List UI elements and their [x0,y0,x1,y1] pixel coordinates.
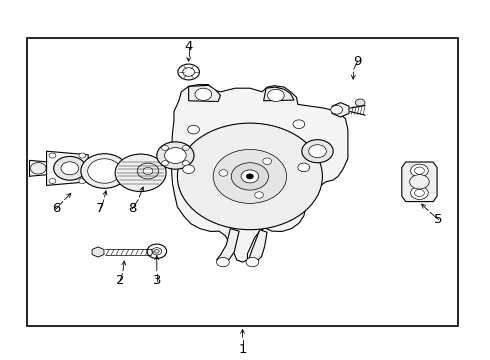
Circle shape [255,192,264,198]
Circle shape [182,145,189,150]
Circle shape [49,153,56,158]
Circle shape [411,186,428,199]
Text: 1: 1 [238,343,247,356]
Circle shape [178,64,199,80]
Polygon shape [264,87,294,101]
Circle shape [268,89,284,102]
Circle shape [154,249,159,253]
Circle shape [162,145,169,150]
Circle shape [143,167,153,175]
Circle shape [263,158,271,165]
Circle shape [355,99,365,106]
Circle shape [157,142,194,169]
Polygon shape [172,85,348,262]
Circle shape [302,140,333,163]
Polygon shape [249,230,267,261]
Circle shape [241,170,259,183]
Polygon shape [332,103,349,117]
Circle shape [410,175,429,189]
Circle shape [195,88,212,100]
Circle shape [309,145,326,158]
Circle shape [183,165,195,174]
Polygon shape [402,162,437,202]
Circle shape [137,163,159,179]
Circle shape [115,154,166,192]
Circle shape [79,179,86,184]
Circle shape [415,167,424,174]
Circle shape [61,162,78,175]
Text: 6: 6 [52,202,61,215]
Circle shape [411,164,428,177]
Circle shape [246,174,253,179]
Circle shape [81,154,128,188]
Circle shape [183,68,195,76]
Polygon shape [189,85,220,102]
Circle shape [177,123,322,230]
Text: 9: 9 [353,55,362,68]
Circle shape [30,163,46,174]
Circle shape [165,148,186,163]
Circle shape [217,257,229,267]
Circle shape [79,153,86,158]
Text: 3: 3 [152,274,161,287]
Circle shape [152,248,162,255]
Circle shape [162,161,169,166]
Circle shape [298,163,310,172]
Polygon shape [47,151,88,185]
Polygon shape [92,247,104,257]
Circle shape [49,179,56,184]
Text: 8: 8 [128,202,137,215]
Text: 2: 2 [116,274,124,287]
Text: 5: 5 [434,213,443,226]
Circle shape [331,105,343,114]
Circle shape [188,125,199,134]
Circle shape [246,257,259,267]
Circle shape [147,244,167,258]
Circle shape [415,189,424,197]
Circle shape [293,120,305,129]
Circle shape [54,157,86,180]
Text: 7: 7 [96,202,105,215]
Circle shape [88,159,121,183]
Circle shape [182,161,189,166]
Circle shape [219,170,228,176]
Circle shape [213,149,287,203]
Text: 4: 4 [184,40,193,53]
Bar [27,38,458,326]
Polygon shape [217,229,239,263]
Circle shape [231,163,269,190]
